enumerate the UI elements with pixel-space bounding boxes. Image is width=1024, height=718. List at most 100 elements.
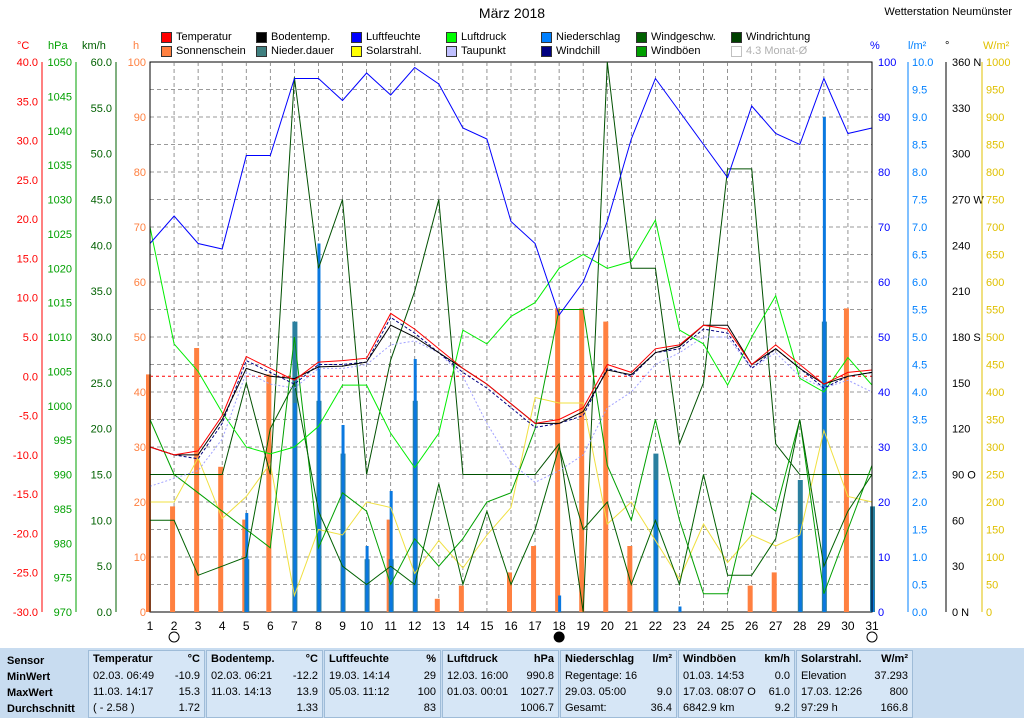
pressure-tick: 1020: [48, 263, 72, 275]
stats-cell-value: 83: [423, 702, 436, 714]
sunshine-bar: [555, 308, 561, 612]
stats-cell-value: -10.9: [174, 670, 200, 682]
stats-cell-value: 61.0: [768, 686, 790, 698]
rain-bar: [317, 243, 321, 612]
unit-dir: °: [945, 40, 950, 52]
stats-cell-label: 6842.9 km: [683, 702, 735, 714]
wind-tick: 0.0: [97, 607, 112, 619]
rain-tick: 5.5: [912, 305, 927, 317]
direction-tick: 180 S: [952, 332, 981, 344]
stats-cell-value: 29: [423, 670, 436, 682]
pressure-line: [149, 218, 873, 469]
stats-panel-title: Temperatur: [93, 653, 153, 665]
rain-tick: 9.5: [912, 85, 927, 97]
wind-tick: 45.0: [91, 195, 112, 207]
legend-label: Nieder.dauer: [271, 45, 334, 57]
direction-tick: 210: [952, 286, 970, 298]
legend-label: 4.3 Monat-Ø: [746, 45, 808, 57]
humidity-tick: 50: [878, 332, 890, 344]
x-tick-label: 30: [841, 619, 855, 633]
rain-tick: 7.5: [912, 195, 927, 207]
stats-panel-unit: °C: [305, 653, 318, 665]
wind-tick: 50.0: [91, 149, 112, 161]
sun-tick: 40: [134, 387, 146, 399]
x-tick-label: 21: [625, 619, 639, 633]
stats-cell-label: 01.03. 00:01: [447, 686, 509, 698]
rain-tick: 3.0: [912, 442, 927, 454]
wind-tick: 10.0: [91, 515, 112, 527]
legend-swatch: [541, 45, 552, 57]
legend-swatch: [351, 45, 362, 57]
rain-tick: 6.5: [912, 250, 927, 262]
humidity-tick: 90: [878, 112, 890, 124]
stats-panel: Luftfeuchte% 19.03. 14:14 29 05.03. 11:12 10…: [324, 650, 441, 718]
rain-bar: [413, 359, 417, 612]
solar-tick: 200: [986, 497, 1004, 509]
sun-tick: 0: [140, 607, 146, 619]
x-tick-label: 23: [673, 619, 687, 633]
legend-label: Windchill: [556, 45, 601, 57]
sunshine-bar: [146, 374, 151, 612]
x-tick-label: 13: [432, 619, 446, 633]
direction-tick: 30: [952, 561, 964, 573]
solar-tick: 950: [986, 85, 1004, 97]
legend-label: Luftdruck: [461, 31, 507, 43]
legend-item: Taupunkt: [446, 45, 506, 57]
rain-tick: 7.0: [912, 222, 927, 234]
wind-tick: 55.0: [91, 103, 112, 115]
stats-cell-label: 29.03. 05:00: [565, 686, 627, 698]
legend-item: Windgeschw.: [636, 31, 716, 43]
chart-title: März 2018: [478, 5, 546, 21]
sunshine-bar: [170, 506, 176, 612]
rain-tick: 9.0: [912, 112, 927, 124]
solar-tick: 300: [986, 442, 1004, 454]
rain-bar: [822, 117, 826, 612]
stats-panel-title: Bodentemp.: [211, 653, 275, 665]
direction-tick: 150: [952, 378, 970, 390]
pressure-tick: 1030: [48, 195, 72, 207]
direction-tick: 270 W: [952, 195, 984, 207]
x-tick-label: 16: [504, 619, 518, 633]
stats-cell-label: 97:29 h: [801, 702, 838, 714]
humidity-tick: 70: [878, 222, 890, 234]
wind-speed-line: [150, 381, 873, 587]
pressure-tick: 990: [54, 470, 72, 482]
temp-tick: -5.0: [19, 411, 38, 423]
rain-tick: 0.0: [912, 607, 927, 619]
humidity-tick: 10: [878, 552, 890, 564]
rain-tick: 1.0: [912, 552, 927, 564]
stats-row-label: MaxWert: [7, 687, 53, 699]
x-tick-label: 25: [721, 619, 735, 633]
rain-tick: 2.5: [912, 470, 927, 482]
sun-tick: 70: [134, 222, 146, 234]
stats-cell-value: -12.2: [292, 670, 318, 682]
legend-swatch: [446, 31, 457, 43]
stats-cell-value: 9.2: [774, 702, 790, 714]
x-tick-label: 1: [147, 619, 154, 633]
temp-tick: -25.0: [13, 568, 38, 580]
legend-item: Nieder.dauer: [256, 45, 334, 57]
stats-cell-label: 12.03. 16:00: [447, 670, 509, 682]
stats-cell-label: 02.03. 06:49: [93, 670, 155, 682]
wind-tick: 5.0: [97, 561, 112, 573]
stats-cell-label: Elevation: [801, 670, 847, 682]
stats-cell-value: 1006.7: [520, 702, 554, 714]
pressure-tick: 1010: [48, 332, 72, 344]
wind-tick: 40.0: [91, 240, 112, 252]
temperature-line: [149, 312, 873, 456]
temp-tick: 35.0: [17, 96, 38, 108]
axes: 40.0 35.0 30.0 25.0 20.0 15.0 10.0 5.0 0.0 -5.0 -1…: [13, 57, 1011, 619]
direction-tick: 330: [952, 103, 970, 115]
unit-temp: °C: [17, 40, 30, 52]
legend-swatch: [731, 45, 742, 57]
sunshine-bar: [771, 572, 777, 612]
legend-swatch: [636, 45, 647, 57]
unit-press: hPa: [48, 40, 68, 52]
solar-tick: 100: [986, 552, 1004, 564]
legend-label: Taupunkt: [461, 45, 506, 57]
temp-tick: 0.0: [23, 371, 38, 383]
sun-tick: 10: [134, 552, 146, 564]
sun-tick: 80: [134, 167, 146, 179]
stats-cell-value: 1.72: [178, 702, 200, 714]
pressure-tick: 1000: [48, 401, 72, 413]
